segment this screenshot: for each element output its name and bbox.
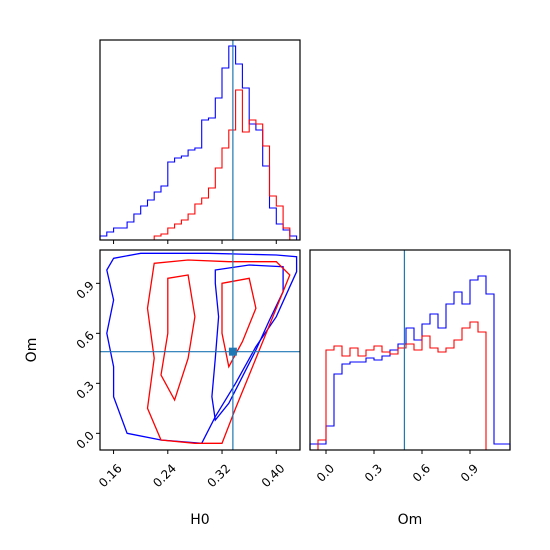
- contour-1-0: [146, 259, 291, 444]
- joint-y-ticks: 0.0 0.3 0.6 0.9: [74, 278, 100, 452]
- om-marginal-panel: 0.0 0.3 0.6 0.9 Om: [309, 249, 511, 528]
- joint-x-ticks: 0.16 0.24 0.32 0.40: [96, 450, 288, 490]
- joint-contours: [106, 252, 298, 444]
- om-hist-line-0: [309, 275, 511, 450]
- om-hist-series: [309, 275, 511, 451]
- h0-hist-series: [99, 45, 298, 241]
- om-x-ticks: 0.0 0.3 0.6 0.9: [314, 450, 481, 485]
- x-axis-label-om: Om: [398, 512, 423, 528]
- joint-ytick-label-2: 0.6: [74, 328, 97, 351]
- h0-marginal-panel: [99, 39, 301, 244]
- om-xtick-label-0: 0.0: [314, 461, 337, 484]
- h0-marginal-ticks: [113, 240, 277, 244]
- contour-0-0: [106, 252, 298, 444]
- x-axis-label-h0: H0: [190, 512, 209, 528]
- om-hist-line-1: [310, 321, 510, 451]
- contour-0-1: [211, 264, 284, 422]
- contour-1-1: [160, 274, 196, 402]
- h0-marginal-frame: [99, 39, 301, 241]
- om-marginal-frame: [309, 249, 511, 451]
- joint-frame: [99, 249, 301, 451]
- joint-ytick-label-1: 0.3: [74, 378, 97, 401]
- joint-xtick-label-3: 0.40: [259, 461, 288, 490]
- h0-hist-line-1: [100, 89, 297, 241]
- y-axis-label-om: Om: [24, 338, 40, 363]
- joint-ytick-label-0: 0.0: [74, 428, 97, 451]
- joint-panel: 0.16 0.24 0.32 0.40 0.0 0.3 0.6 0.9 H0 Om: [24, 249, 301, 528]
- joint-xtick-label-0: 0.16: [96, 461, 125, 490]
- om-xtick-label-1: 0.3: [362, 461, 385, 484]
- h0-hist-line-0: [99, 45, 298, 240]
- joint-xtick-label-2: 0.32: [204, 461, 233, 490]
- joint-ytick-label-3: 0.9: [74, 278, 97, 301]
- om-xtick-label-3: 0.9: [458, 461, 481, 484]
- contour-1-2: [221, 277, 257, 369]
- joint-xtick-label-1: 0.24: [150, 461, 179, 490]
- truth-marker: [228, 347, 237, 356]
- om-xtick-label-2: 0.6: [410, 461, 433, 484]
